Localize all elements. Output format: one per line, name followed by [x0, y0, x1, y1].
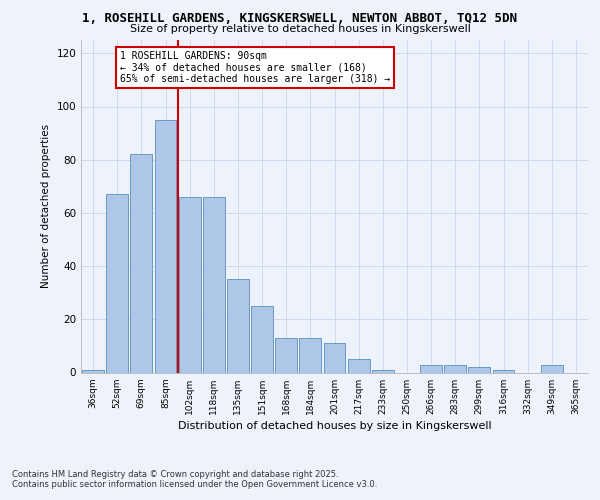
Bar — [372, 370, 394, 372]
Bar — [179, 197, 200, 372]
Text: 1 ROSEHILL GARDENS: 90sqm
← 34% of detached houses are smaller (168)
65% of semi: 1 ROSEHILL GARDENS: 90sqm ← 34% of detac… — [119, 50, 390, 84]
Bar — [275, 338, 297, 372]
Bar — [493, 370, 514, 372]
Bar — [106, 194, 128, 372]
Bar — [541, 364, 563, 372]
Bar — [469, 367, 490, 372]
Bar — [130, 154, 152, 372]
Bar — [227, 280, 249, 372]
Bar — [251, 306, 273, 372]
Text: Size of property relative to detached houses in Kingskerswell: Size of property relative to detached ho… — [130, 24, 470, 34]
Text: Contains HM Land Registry data © Crown copyright and database right 2025.
Contai: Contains HM Land Registry data © Crown c… — [12, 470, 377, 489]
Bar — [348, 359, 370, 372]
Bar — [445, 364, 466, 372]
Bar — [323, 343, 346, 372]
Bar — [203, 197, 224, 372]
X-axis label: Distribution of detached houses by size in Kingskerswell: Distribution of detached houses by size … — [178, 420, 491, 430]
Bar — [420, 364, 442, 372]
Text: 1, ROSEHILL GARDENS, KINGSKERSWELL, NEWTON ABBOT, TQ12 5DN: 1, ROSEHILL GARDENS, KINGSKERSWELL, NEWT… — [83, 12, 517, 26]
Y-axis label: Number of detached properties: Number of detached properties — [41, 124, 51, 288]
Bar — [82, 370, 104, 372]
Bar — [155, 120, 176, 372]
Bar — [299, 338, 321, 372]
